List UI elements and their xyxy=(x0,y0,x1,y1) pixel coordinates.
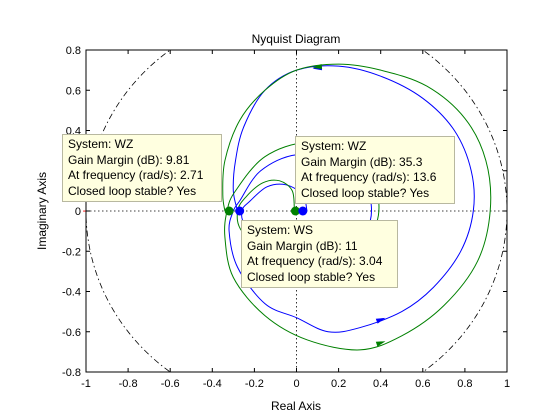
x-tick-label: -0.4 xyxy=(203,378,222,390)
x-tick-label: 1 xyxy=(504,378,510,390)
direction-arrow-1-0 xyxy=(375,341,386,347)
datatip-frequency: At frequency (rad/s): 3.04 xyxy=(247,254,383,268)
x-tick-label: -0.2 xyxy=(245,378,264,390)
x-tick-label: 0 xyxy=(293,378,299,390)
y-tick-label: -0.8 xyxy=(62,367,81,379)
datatip-frequency: At frequency (rad/s): 2.71 xyxy=(68,168,204,182)
x-axis-label: Real Axis xyxy=(271,399,321,413)
datatip-stability: Closed loop stable? Yes xyxy=(301,185,430,200)
y-tick-label: -0.4 xyxy=(62,287,81,299)
y-axis-label: Imaginary Axis xyxy=(35,172,49,250)
datatip-gain-margin: Gain Margin (dB): 11 xyxy=(247,238,358,253)
x-tick-label: -0.6 xyxy=(161,378,180,390)
gain-margin-marker-2[interactable] xyxy=(290,206,300,216)
datatip-gain-margin: Gain Margin (dB): 35.3 xyxy=(301,154,423,169)
y-tick-label: 0 xyxy=(75,206,81,218)
datatip-gain-margin: Gain Margin (dB): 9.81 xyxy=(68,152,190,167)
datatip-wz-right[interactable]: System: WZ Gain Margin (dB): 35.3 At fre… xyxy=(295,136,455,204)
datatip-stability: Closed loop stable? Yes xyxy=(68,183,197,198)
x-tick-label: 0.2 xyxy=(331,378,346,390)
datatip-system: System: WS xyxy=(247,223,314,237)
x-tick-label: -0.8 xyxy=(119,378,138,390)
x-tick-label: 0.4 xyxy=(373,378,388,390)
direction-arrow-0-0 xyxy=(375,317,386,324)
datatip-stability: Closed loop stable? Yes xyxy=(247,269,376,284)
y-tick-label: -0.2 xyxy=(62,246,81,258)
datatip-wz-left[interactable]: System: WZ Gain Margin (dB): 9.81 At fre… xyxy=(62,134,222,202)
datatip-ws[interactable]: System: WS Gain Margin (dB): 11 At frequ… xyxy=(241,220,398,288)
x-tick-label: -1 xyxy=(81,378,91,390)
datatip-system: System: WZ xyxy=(301,139,367,153)
y-tick-label: 0.8 xyxy=(66,45,81,57)
x-tick-label: 0.8 xyxy=(457,378,472,390)
datatip-system: System: WZ xyxy=(68,137,134,151)
gain-margin-marker-3[interactable] xyxy=(298,206,308,216)
direction-arrow-1-1 xyxy=(312,63,323,70)
chart-title: Nyquist Diagram xyxy=(252,32,341,46)
x-tick-label: 0.6 xyxy=(415,378,430,390)
datatip-frequency: At frequency (rad/s): 13.6 xyxy=(301,170,437,184)
gain-margin-marker-1[interactable] xyxy=(224,206,234,216)
gain-margin-marker-0[interactable] xyxy=(235,206,245,216)
y-tick-label: -0.6 xyxy=(62,327,81,339)
y-tick-label: 0.6 xyxy=(66,85,81,97)
tick-layer: -1 -0.8 -0.6 -0.4 -0.2 0 0.2 0.4 0.6 0.8 1-0.8-0.6… xyxy=(62,45,510,390)
